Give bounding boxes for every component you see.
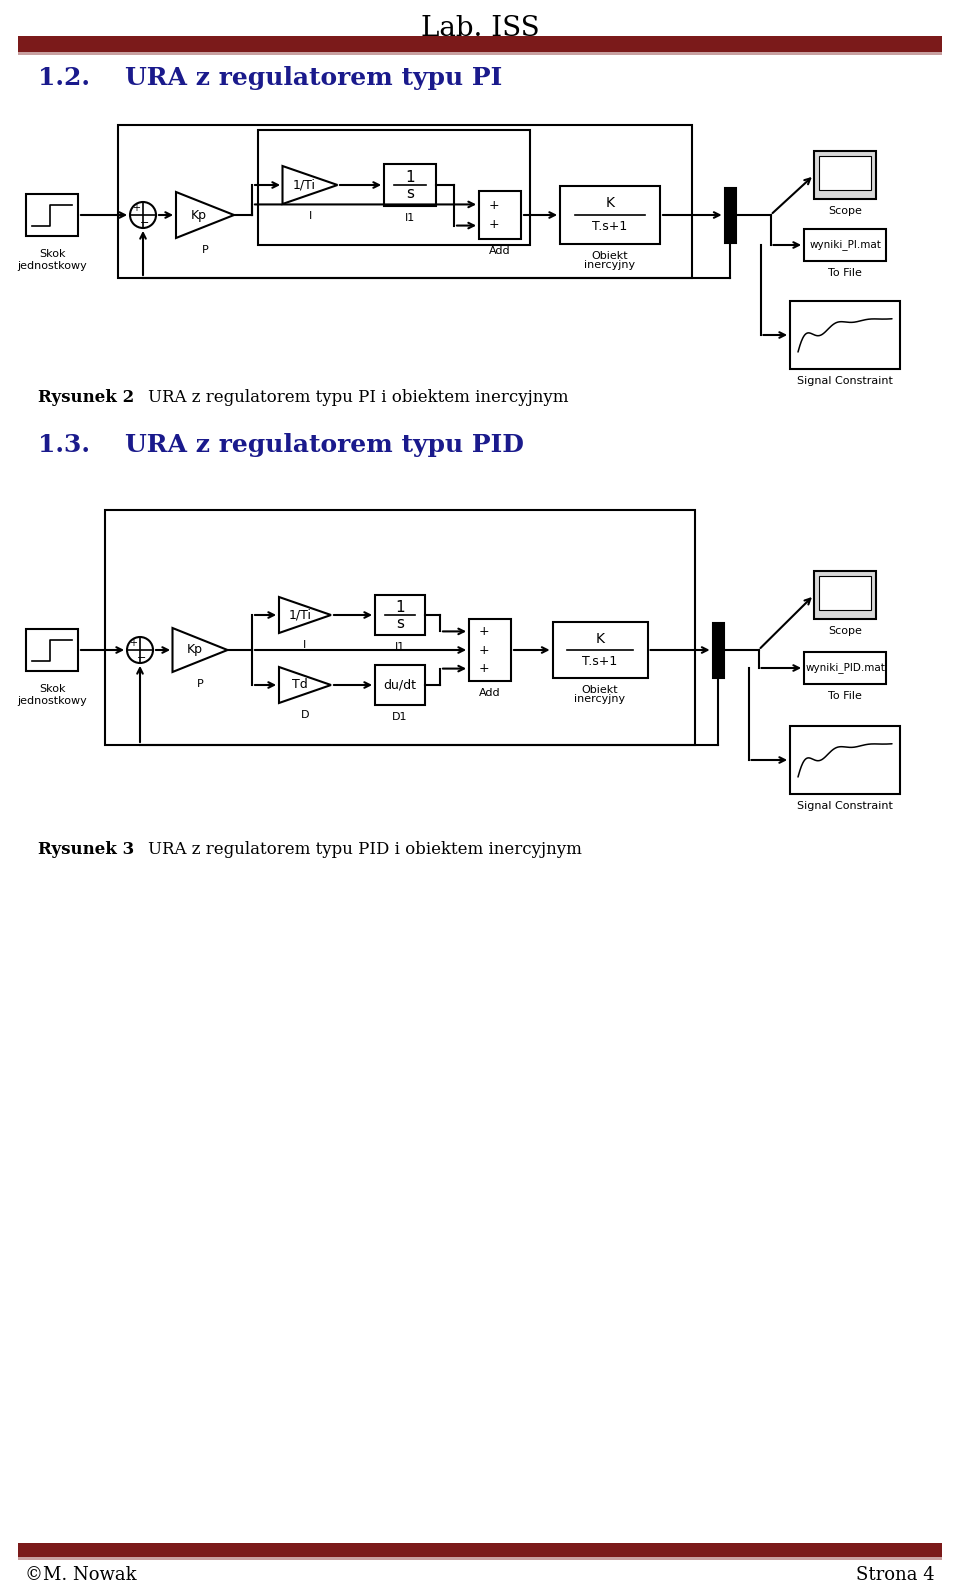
Text: P: P — [197, 679, 204, 689]
Text: inercyjny: inercyjny — [574, 694, 626, 705]
Bar — [18, 1544, 942, 1556]
Text: 1.3.: 1.3. — [38, 433, 90, 457]
Text: inercyjny: inercyjny — [585, 261, 636, 270]
Text: URA z regulatorem typu PID i obiektem inercyjnym: URA z regulatorem typu PID i obiektem in… — [148, 842, 582, 858]
Text: Scope: Scope — [828, 205, 862, 216]
Bar — [819, 577, 871, 610]
Bar — [790, 725, 900, 795]
Bar — [553, 623, 647, 678]
Bar — [105, 510, 695, 746]
Bar — [560, 186, 660, 243]
Text: s: s — [406, 186, 414, 201]
Text: T.s+1: T.s+1 — [583, 654, 617, 668]
Bar — [725, 188, 735, 242]
Bar — [819, 156, 871, 190]
Bar — [18, 36, 942, 52]
Text: +: + — [478, 643, 489, 657]
Bar — [790, 302, 900, 370]
Text: D: D — [300, 709, 309, 720]
Bar — [384, 164, 436, 205]
Text: 1: 1 — [396, 600, 405, 615]
Text: Skok
jednostkowy: Skok jednostkowy — [17, 250, 86, 270]
Text: Signal Constraint: Signal Constraint — [797, 376, 893, 386]
Text: I: I — [308, 212, 312, 221]
Text: s: s — [396, 616, 404, 630]
Bar — [814, 152, 876, 199]
Bar — [469, 619, 511, 681]
Bar — [375, 665, 425, 705]
Text: Kp: Kp — [186, 643, 203, 657]
Text: Rysunek 2: Rysunek 2 — [38, 390, 134, 406]
Bar — [26, 194, 78, 235]
Text: URA z regulatorem typu PID: URA z regulatorem typu PID — [125, 433, 524, 457]
Text: Skok
jednostkowy: Skok jednostkowy — [17, 684, 86, 706]
Bar — [804, 653, 886, 684]
Bar — [18, 1556, 942, 1559]
Polygon shape — [279, 667, 331, 703]
Text: T.s+1: T.s+1 — [592, 220, 628, 234]
Polygon shape — [173, 627, 228, 672]
Text: +: + — [489, 199, 499, 212]
Text: I: I — [303, 640, 306, 649]
Text: +: + — [478, 626, 489, 638]
Text: −: − — [139, 218, 149, 228]
Text: D1: D1 — [393, 713, 408, 722]
Text: +: + — [129, 638, 137, 648]
Polygon shape — [176, 193, 234, 239]
Text: Rysunek 3: Rysunek 3 — [38, 842, 134, 858]
Text: +: + — [489, 218, 499, 231]
Text: du/dt: du/dt — [383, 678, 417, 692]
Text: Obiekt: Obiekt — [591, 251, 628, 261]
Text: 1/Ti: 1/Ti — [293, 179, 316, 191]
Text: 1/Ti: 1/Ti — [288, 608, 311, 621]
Bar — [26, 629, 78, 672]
Text: +: + — [478, 662, 489, 675]
Text: +: + — [132, 202, 140, 213]
Text: ©M. Nowak: ©M. Nowak — [25, 1566, 136, 1580]
Circle shape — [130, 202, 156, 228]
Bar — [18, 52, 942, 55]
Text: −: − — [136, 653, 146, 662]
Text: Strona 4: Strona 4 — [856, 1566, 935, 1580]
Circle shape — [127, 637, 153, 664]
Text: To File: To File — [828, 269, 862, 278]
Text: wyniki_PID.mat: wyniki_PID.mat — [805, 662, 885, 673]
Bar — [258, 130, 530, 245]
Text: 1.2.: 1.2. — [38, 66, 90, 90]
Text: Obiekt: Obiekt — [582, 686, 618, 695]
Bar — [118, 125, 692, 278]
Text: wyniki_PI.mat: wyniki_PI.mat — [809, 240, 881, 251]
Text: Scope: Scope — [828, 626, 862, 637]
Text: I1: I1 — [405, 213, 415, 223]
Polygon shape — [279, 597, 331, 634]
Bar — [814, 570, 876, 619]
Text: P: P — [202, 245, 208, 254]
Bar — [712, 623, 724, 678]
Text: I1: I1 — [395, 641, 405, 653]
Text: K: K — [606, 196, 614, 210]
Text: Add: Add — [479, 687, 501, 698]
Text: URA z regulatorem typu PI: URA z regulatorem typu PI — [125, 66, 502, 90]
Bar — [479, 191, 521, 239]
Text: Signal Constraint: Signal Constraint — [797, 801, 893, 811]
Text: Lab. ISS: Lab. ISS — [420, 14, 540, 41]
Text: To File: To File — [828, 690, 862, 702]
Text: Add: Add — [490, 246, 511, 256]
Text: Td: Td — [292, 678, 307, 692]
Polygon shape — [282, 166, 338, 204]
Text: Kp: Kp — [191, 209, 207, 221]
Bar — [804, 229, 886, 261]
Bar — [375, 596, 425, 635]
Text: URA z regulatorem typu PI i obiektem inercyjnym: URA z regulatorem typu PI i obiektem ine… — [148, 390, 568, 406]
Text: K: K — [595, 632, 605, 646]
Text: 1: 1 — [405, 171, 415, 185]
